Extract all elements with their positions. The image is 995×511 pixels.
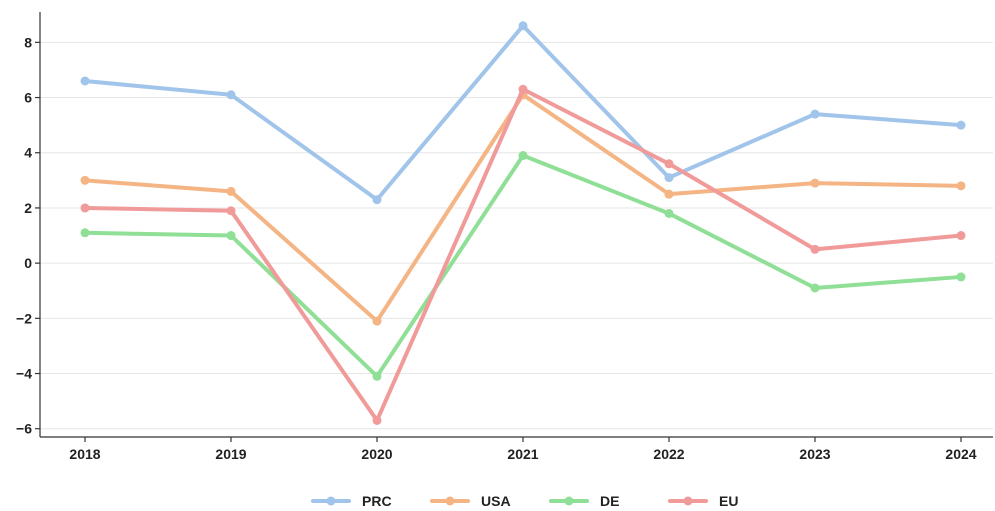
x-tick-label-3: 2021 bbox=[507, 446, 538, 462]
data-point-eu-2018 bbox=[80, 203, 90, 213]
x-tick-label-1: 2019 bbox=[215, 446, 246, 462]
y-tick-label-7: 8 bbox=[24, 34, 32, 50]
data-point-de-2024 bbox=[956, 272, 966, 282]
x-tick-label-6: 2024 bbox=[945, 446, 976, 462]
data-point-prc-2024 bbox=[956, 120, 966, 130]
y-tick-label-4: 2 bbox=[24, 200, 32, 216]
data-point-usa-2024 bbox=[956, 181, 966, 191]
data-point-prc-2021 bbox=[518, 21, 528, 31]
data-point-de-2018 bbox=[80, 228, 90, 238]
legend-label-de: DE bbox=[600, 493, 619, 509]
data-point-eu-2022 bbox=[664, 159, 674, 169]
data-point-usa-2018 bbox=[80, 175, 90, 185]
legend-label-usa: USA bbox=[481, 493, 511, 509]
y-tick-label-0: −6 bbox=[16, 421, 32, 437]
series-de bbox=[80, 151, 966, 381]
y-tick-label-5: 4 bbox=[24, 145, 32, 161]
x-axis-ticks: 2018 2019 2020 2021 2022 2023 2024 bbox=[69, 437, 977, 462]
legend-label-prc: PRC bbox=[362, 493, 392, 509]
data-point-prc-2018 bbox=[80, 76, 90, 86]
legend-item-eu: EU bbox=[668, 493, 738, 509]
y-tick-label-6: 6 bbox=[24, 90, 32, 106]
data-point-eu-2019 bbox=[226, 206, 236, 216]
x-tick-label-2: 2020 bbox=[361, 446, 392, 462]
x-tick-label-5: 2023 bbox=[799, 446, 830, 462]
legend-item-usa: USA bbox=[430, 493, 511, 509]
y-tick-label-2: −2 bbox=[16, 310, 32, 326]
data-point-usa-2022 bbox=[664, 189, 674, 199]
data-point-de-2019 bbox=[226, 231, 236, 241]
y-tick-label-1: −4 bbox=[16, 366, 32, 382]
data-point-eu-2021 bbox=[518, 84, 528, 94]
y-axis-ticks: −6 −4 −2 0 2 4 6 8 bbox=[16, 34, 40, 437]
x-tick-label-4: 2022 bbox=[653, 446, 684, 462]
data-point-de-2020 bbox=[372, 371, 382, 381]
series-line-eu bbox=[83, 87, 963, 423]
series-lines bbox=[80, 21, 966, 425]
data-point-usa-2020 bbox=[372, 316, 382, 326]
series-prc bbox=[80, 21, 966, 205]
data-point-de-2023 bbox=[810, 283, 820, 293]
data-point-prc-2022 bbox=[664, 173, 674, 183]
data-point-de-2021 bbox=[518, 151, 528, 161]
series-line-prc bbox=[83, 23, 963, 202]
data-point-eu-2024 bbox=[956, 231, 966, 241]
legend-marker-de bbox=[564, 496, 574, 506]
x-tick-label-0: 2018 bbox=[69, 446, 100, 462]
legend-item-de: DE bbox=[549, 493, 619, 509]
legend-item-prc: PRC bbox=[311, 493, 392, 509]
y-tick-label-3: 0 bbox=[24, 255, 32, 271]
data-point-usa-2019 bbox=[226, 186, 236, 196]
legend: PRC USA DE EU bbox=[311, 493, 738, 509]
data-point-usa-2023 bbox=[810, 178, 820, 188]
data-point-de-2022 bbox=[664, 208, 674, 218]
legend-marker-eu bbox=[683, 496, 693, 506]
data-point-eu-2020 bbox=[372, 415, 382, 425]
legend-marker-usa bbox=[445, 496, 455, 506]
series-usa bbox=[80, 90, 966, 326]
grid-lines bbox=[40, 41, 993, 430]
legend-label-eu: EU bbox=[719, 493, 738, 509]
series-eu bbox=[80, 84, 966, 425]
legend-marker-prc bbox=[326, 496, 336, 506]
data-point-prc-2023 bbox=[810, 109, 820, 119]
data-point-eu-2023 bbox=[810, 244, 820, 254]
data-point-prc-2019 bbox=[226, 90, 236, 100]
axes bbox=[39, 12, 993, 438]
data-point-prc-2020 bbox=[372, 195, 382, 205]
